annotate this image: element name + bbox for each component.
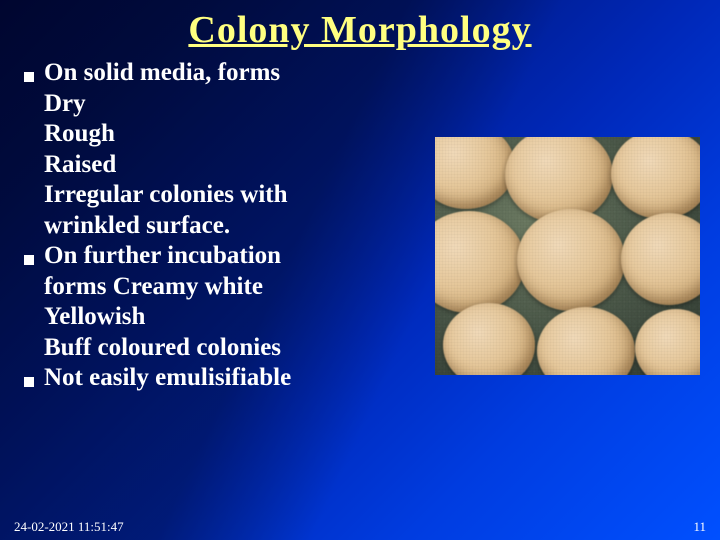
bullet-square-icon bbox=[20, 241, 44, 363]
bullet-text: On further incubationforms Creamy whiteY… bbox=[44, 241, 281, 363]
bullet-square-icon bbox=[20, 363, 44, 394]
bullet-text: Not easily emulisifiable bbox=[44, 363, 291, 394]
timestamp: 24-02-2021 11:51:47 bbox=[14, 519, 124, 535]
page-title: Colony Morphology bbox=[0, 0, 720, 52]
image-column bbox=[431, 58, 704, 394]
colony-photo bbox=[435, 137, 700, 375]
slide-number: 11 bbox=[693, 519, 706, 535]
content-area: On solid media, formsDryRoughRaisedIrreg… bbox=[0, 52, 720, 394]
bullet-item: Not easily emulisifiable bbox=[20, 363, 431, 394]
colony-blob bbox=[517, 209, 625, 311]
bullet-list: On solid media, formsDryRoughRaisedIrreg… bbox=[16, 58, 431, 394]
slide-footer: 24-02-2021 11:51:47 11 bbox=[14, 519, 706, 535]
bullet-square-icon bbox=[20, 58, 44, 241]
bullet-item: On solid media, formsDryRoughRaisedIrreg… bbox=[20, 58, 431, 241]
bullet-text: On solid media, formsDryRoughRaisedIrreg… bbox=[44, 58, 288, 241]
bullet-item: On further incubationforms Creamy whiteY… bbox=[20, 241, 431, 363]
